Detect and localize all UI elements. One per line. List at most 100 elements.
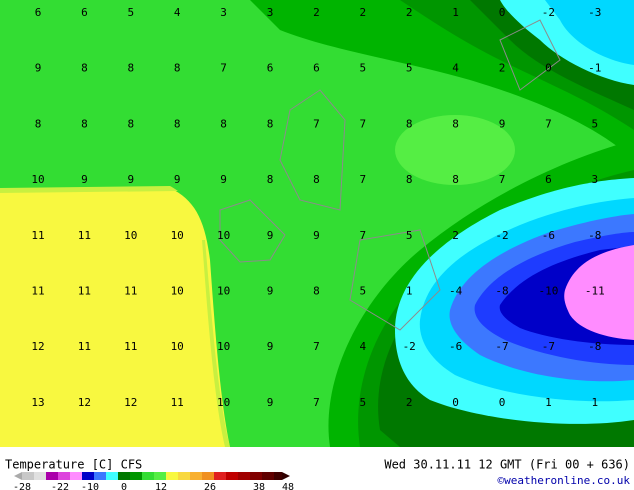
grid-value: 7 <box>313 340 320 353</box>
grid-value: 8 <box>452 117 459 130</box>
grid-value: 2 <box>406 396 413 409</box>
grid-value: 7 <box>220 62 227 75</box>
legend-label: 26 <box>204 482 216 490</box>
map-background <box>0 0 634 447</box>
grid-value: 10 <box>217 229 230 242</box>
grid-value: 1 <box>591 396 598 409</box>
grid-value: 9 <box>499 117 506 130</box>
grid-value: 9 <box>313 229 320 242</box>
legend-label: 12 <box>155 482 167 490</box>
legend-label: 0 <box>121 482 127 490</box>
grid-value: 11 <box>31 285 44 298</box>
grid-value: 10 <box>124 229 137 242</box>
grid-value: 8 <box>81 117 88 130</box>
grid-value: 5 <box>591 117 598 130</box>
grid-value: 8 <box>313 285 320 298</box>
grid-value: 11 <box>124 340 137 353</box>
grid-value: -3 <box>588 6 601 19</box>
grid-value: 7 <box>359 173 366 186</box>
grid-value: 1 <box>545 396 552 409</box>
grid-value: 10 <box>217 285 230 298</box>
grid-value: -7 <box>542 340 555 353</box>
grid-value: 7 <box>313 396 320 409</box>
grid-value: 0 <box>452 396 459 409</box>
grid-value: 2 <box>359 6 366 19</box>
grid-value: -2 <box>495 229 508 242</box>
legend-label: -10 <box>81 482 99 490</box>
grid-value: 8 <box>220 117 227 130</box>
grid-value: 8 <box>406 117 413 130</box>
grid-value: 7 <box>545 117 552 130</box>
legend-label: -28 <box>13 482 31 490</box>
grid-value: 8 <box>127 62 134 75</box>
grid-value: 9 <box>35 62 42 75</box>
grid-value: 4 <box>452 62 459 75</box>
legend-label: -22 <box>51 482 69 490</box>
grid-labels: 6 6 5 4 3 3 2 2 2 1 0 -2 -39 8 8 8 7 6 6 5 5 4 2 0 -18 8 8 8 8 8 7 7 8 8 9… <box>31 6 604 409</box>
grid-value: -8 <box>588 340 601 353</box>
grid-value: 8 <box>406 173 413 186</box>
grid-value: 9 <box>267 340 274 353</box>
grid-value: 10 <box>217 340 230 353</box>
grid-value: 8 <box>127 117 134 130</box>
grid-value: -8 <box>495 285 508 298</box>
grid-value: 8 <box>35 117 42 130</box>
grid-value: 10 <box>171 285 184 298</box>
grid-value: 3 <box>591 173 598 186</box>
grid-value: 3 <box>267 6 274 19</box>
grid-value: 11 <box>78 340 91 353</box>
grid-value: -10 <box>538 285 558 298</box>
grid-value: 12 <box>78 396 91 409</box>
legend-colorbar <box>14 472 290 480</box>
grid-value: 6 <box>81 6 88 19</box>
grid-value: 10 <box>171 229 184 242</box>
grid-value: 11 <box>78 229 91 242</box>
grid-value: 5 <box>406 229 413 242</box>
grid-value: 11 <box>78 285 91 298</box>
grid-value: 2 <box>406 6 413 19</box>
grid-value: 0 <box>545 62 552 75</box>
grid-value: 10 <box>171 340 184 353</box>
grid-value: 10 <box>217 396 230 409</box>
grid-value: 5 <box>127 6 134 19</box>
grid-value: 1 <box>406 285 413 298</box>
grid-value: 9 <box>267 229 274 242</box>
grid-value: 9 <box>127 173 134 186</box>
grid-value: 7 <box>313 117 320 130</box>
grid-value: 11 <box>31 229 44 242</box>
grid-value: 7 <box>359 117 366 130</box>
grid-value: 5 <box>359 285 366 298</box>
grid-value: 8 <box>267 173 274 186</box>
grid-value: 9 <box>267 285 274 298</box>
legend-title: Temperature [C] CFS <box>5 458 142 472</box>
grid-value: 4 <box>174 6 181 19</box>
footer-band <box>0 447 634 490</box>
grid-value: 3 <box>220 6 227 19</box>
grid-value: 7 <box>499 173 506 186</box>
grid-value: -6 <box>449 340 462 353</box>
grid-value: 0 <box>499 396 506 409</box>
grid-value: 6 <box>545 173 552 186</box>
grid-value: 6 <box>267 62 274 75</box>
grid-value: -2 <box>403 340 416 353</box>
grid-value: 2 <box>499 62 506 75</box>
grid-value: -4 <box>449 285 463 298</box>
grid-value: 11 <box>171 396 184 409</box>
grid-value: 12 <box>124 396 137 409</box>
grid-value: -8 <box>588 229 601 242</box>
grid-value: 5 <box>359 396 366 409</box>
grid-value: 11 <box>124 285 137 298</box>
grid-value: -6 <box>542 229 555 242</box>
grid-value: 7 <box>359 229 366 242</box>
legend-label: 38 <box>253 482 265 490</box>
grid-value: 9 <box>81 173 88 186</box>
grid-value: 13 <box>31 396 44 409</box>
grid-value: 5 <box>406 62 413 75</box>
grid-value: 9 <box>267 396 274 409</box>
grid-value: 6 <box>313 62 320 75</box>
grid-value: 9 <box>174 173 181 186</box>
legend-label: 48 <box>282 482 294 490</box>
grid-value: 8 <box>174 117 181 130</box>
grid-value: -1 <box>588 62 601 75</box>
grid-value: 8 <box>174 62 181 75</box>
